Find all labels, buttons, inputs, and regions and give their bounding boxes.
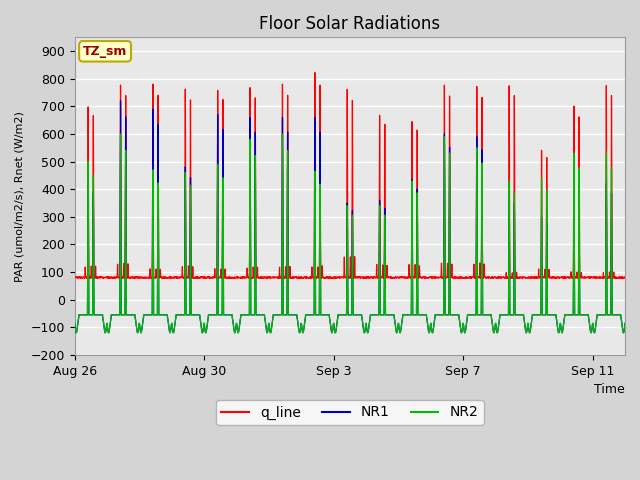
- Legend: q_line, NR1, NR2: q_line, NR1, NR2: [216, 400, 484, 425]
- Title: Floor Solar Radiations: Floor Solar Radiations: [259, 15, 440, 33]
- Y-axis label: PAR (umol/m2/s), Rnet (W/m2): PAR (umol/m2/s), Rnet (W/m2): [15, 111, 25, 282]
- Text: TZ_sm: TZ_sm: [83, 45, 127, 58]
- X-axis label: Time: Time: [595, 383, 625, 396]
